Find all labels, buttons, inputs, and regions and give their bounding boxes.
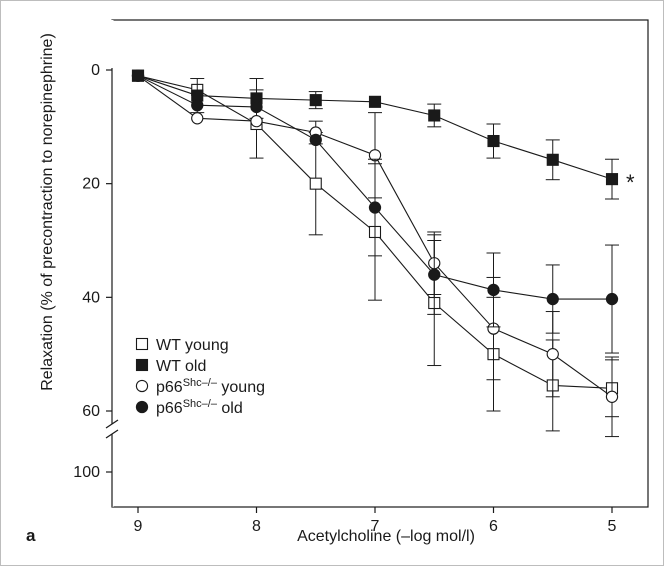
legend-label: WT young: [156, 337, 229, 354]
y-axis-title: Relaxation (% of precontraction to norep…: [39, 33, 56, 391]
data-point-marker: [250, 115, 263, 128]
data-point-marker: [309, 177, 322, 190]
data-point-marker: [250, 100, 263, 114]
data-point-marker: [309, 133, 322, 147]
series-layer: [131, 69, 619, 438]
y-tick-label: 60: [82, 403, 100, 420]
data-point-marker: [135, 379, 149, 393]
y-tick-label: 0: [91, 62, 100, 79]
data-point-marker: [546, 153, 559, 166]
data-point-marker: [605, 390, 619, 403]
x-tick-label: 7: [371, 518, 380, 535]
x-tick-label: 8: [252, 518, 261, 535]
y-tick-label: 40: [82, 289, 100, 306]
data-point-marker: [368, 201, 382, 214]
data-point-marker: [191, 112, 204, 125]
x-tick-label: 5: [608, 518, 617, 535]
legend: WT young WT old p66Shc–/– young p66Shc–/– o…: [135, 337, 265, 417]
data-point-marker: [135, 400, 149, 414]
data-point-marker: [428, 109, 441, 122]
x-axis-title: Acetylcholine (–log mol/l): [297, 528, 475, 545]
data-point-marker: [605, 173, 619, 186]
axes: [105, 19, 649, 513]
legend-label: p66Shc–/– young: [156, 377, 265, 396]
y-axis-break-mark: [105, 419, 119, 429]
data-point-marker: [605, 292, 619, 306]
x-tick-label: 9: [134, 518, 143, 535]
data-point-marker: [487, 134, 500, 148]
data-point-marker: [131, 69, 145, 82]
data-point-marker: [191, 99, 204, 112]
panel-label: a: [26, 526, 36, 545]
data-point-marker: [135, 358, 149, 372]
series-3: [131, 69, 619, 354]
data-point-marker: [428, 268, 441, 281]
data-point-marker: [309, 94, 322, 107]
x-tick-label: 6: [489, 518, 498, 535]
data-point-marker: [546, 292, 559, 306]
series-1: [131, 69, 619, 200]
tick-labels: 0 20 40 60 100 9 8 7 6 5: [73, 62, 616, 535]
data-point-marker: [487, 283, 500, 297]
data-point-marker: [135, 337, 149, 351]
data-point-marker: [368, 95, 382, 108]
y-axis-break-mark: [105, 429, 119, 439]
significance-annotation: *: [626, 170, 635, 195]
legend-label: p66Shc–/– old: [156, 398, 243, 417]
y-tick-label: 20: [82, 176, 100, 193]
legend-label: WT old: [156, 358, 206, 375]
y-tick-label: 100: [73, 464, 100, 481]
data-point-marker: [546, 348, 559, 361]
